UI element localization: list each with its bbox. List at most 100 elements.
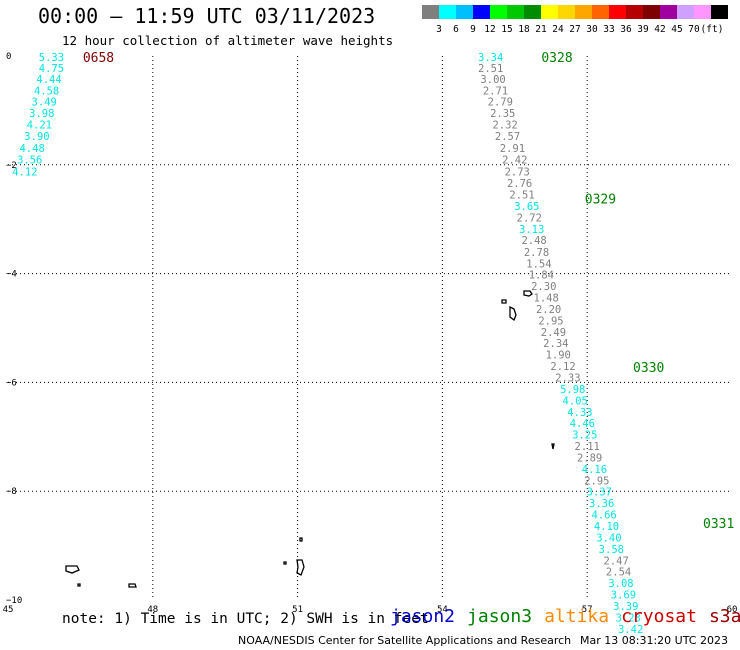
- scale-label: 6: [453, 24, 459, 35]
- scale-label: 30: [586, 24, 598, 35]
- swh-value: 3.36: [589, 498, 614, 510]
- page-subtitle: 12 hour collection of altimeter wave hei…: [62, 33, 394, 48]
- swh-value: 3.49: [32, 97, 57, 109]
- satellite-altika: altika: [544, 606, 610, 627]
- swh-value: 4.10: [594, 521, 619, 533]
- swh-value: 4.21: [27, 120, 52, 132]
- swh-value: 4.12: [12, 166, 37, 178]
- island-outline: [128, 583, 137, 588]
- satellite-s3a: s3a: [708, 606, 740, 627]
- swh-value: 4.58: [34, 85, 59, 97]
- swh-value: 3.40: [596, 532, 621, 544]
- scale-label: 33: [603, 24, 614, 35]
- swh-value: 2.48: [521, 235, 546, 247]
- swh-value: 2.57: [495, 131, 520, 143]
- island-outline: [283, 561, 287, 565]
- x-tick-label: 45: [3, 605, 14, 615]
- swh-value: 2.11: [575, 441, 600, 453]
- swh-value: 3.13: [519, 224, 544, 236]
- scale-label: 15: [501, 24, 512, 35]
- swh-value: 2.73: [505, 166, 530, 178]
- footnote: note: 1) Time is in UTC; 2) SWH is in fe…: [62, 611, 429, 627]
- swh-value: 2.89: [577, 452, 602, 464]
- scale-swatch: [558, 5, 575, 19]
- satellite-legend: jason2 jason3 altika cryosat s3a: [390, 606, 740, 627]
- credit-line: NOAA/NESDIS Center for Satellite Applica…: [238, 634, 572, 647]
- swh-value: 3.90: [24, 131, 49, 143]
- x-tick-label: 54: [437, 605, 448, 615]
- satellite-cryosat: cryosat: [621, 606, 697, 627]
- scale-label: 27: [569, 24, 580, 35]
- swh-value: 2.71: [483, 85, 508, 97]
- swh-value: 2.54: [606, 567, 631, 579]
- scale-swatch: [626, 5, 643, 19]
- swh-value: 1.48: [534, 293, 559, 305]
- swh-value: 3.98: [29, 108, 54, 120]
- swh-value: 1.90: [546, 350, 571, 362]
- x-tick-label: 60: [727, 605, 738, 615]
- swh-value: 2.33: [555, 373, 580, 385]
- swh-value: 3.08: [608, 578, 633, 590]
- y-tick-label: −2: [6, 161, 17, 171]
- scale-label: 21: [535, 24, 547, 35]
- island-outline: [77, 583, 81, 587]
- swh-value: 2.78: [524, 247, 549, 259]
- swh-value: 1.84: [529, 270, 554, 282]
- scale-label: 24: [552, 24, 564, 35]
- scale-swatch: [609, 5, 626, 19]
- y-tick-label: −10: [6, 596, 22, 606]
- swh-value: 3.56: [17, 154, 42, 166]
- y-tick-label: −6: [6, 378, 17, 388]
- swh-value: 2.12: [550, 361, 575, 373]
- y-tick-label: −4: [6, 270, 17, 280]
- swh-value: 2.76: [507, 178, 532, 190]
- pass-time-label: 0328: [541, 51, 572, 66]
- scale-swatch: [490, 5, 507, 19]
- scale-swatch: [694, 5, 711, 19]
- island-outline: [299, 537, 303, 542]
- scale-label: 42: [654, 24, 665, 35]
- scale-swatch: [439, 5, 456, 19]
- pass-time-label: 0329: [585, 193, 616, 208]
- scale-swatch: [592, 5, 609, 19]
- swh-value: 2.35: [490, 108, 515, 120]
- island-outline: [296, 559, 305, 576]
- island-outline: [509, 305, 517, 322]
- swh-value: 3.25: [572, 430, 597, 442]
- scale-swatch: [456, 5, 473, 19]
- swh-value: 2.91: [500, 143, 525, 155]
- satellite-jason2: jason2: [390, 606, 456, 627]
- swh-value: 2.79: [488, 97, 513, 109]
- swh-value: 2.20: [536, 304, 561, 316]
- island-outline: [65, 565, 80, 574]
- swh-value: 2.49: [541, 327, 566, 339]
- scale-label: 70: [688, 24, 700, 35]
- swh-value: 3.39: [613, 601, 638, 613]
- swh-value: 5.98: [560, 384, 585, 396]
- pass-time-label: 0330: [633, 361, 664, 376]
- scale-swatch: [524, 5, 541, 19]
- swh-value: 2.47: [604, 555, 629, 567]
- island-outline: [501, 299, 507, 304]
- swh-value: 3.37: [587, 487, 612, 499]
- swh-value: 4.46: [570, 418, 595, 430]
- swh-value: 3.65: [514, 201, 539, 213]
- scale-swatch: [541, 5, 558, 19]
- scale-label: 36: [620, 24, 632, 35]
- x-tick-label: 51: [292, 605, 303, 615]
- pass-time-label: 0658: [83, 51, 114, 66]
- swh-value: 3.69: [611, 590, 636, 602]
- swh-value: 4.66: [591, 510, 616, 522]
- swh-value: 2.51: [478, 63, 503, 75]
- swh-value: 3.58: [599, 544, 624, 556]
- swh-value: 4.16: [582, 464, 607, 476]
- scale-swatch: [643, 5, 660, 19]
- color-scale-legend: 3 6 9 12 15 18 21 24 27 30 33 36 39 42 45 70 (ft): [422, 5, 728, 35]
- page-title: 00:00 — 11:59 UTC 03/11/2023: [38, 4, 376, 28]
- scale-swatch: [507, 5, 524, 19]
- swh-value: 2.32: [492, 120, 517, 132]
- x-tick-label: 57: [582, 605, 593, 615]
- swh-value: 4.75: [39, 63, 64, 75]
- swh-value: 2.42: [502, 154, 527, 166]
- y-tick-label: −8: [6, 487, 17, 497]
